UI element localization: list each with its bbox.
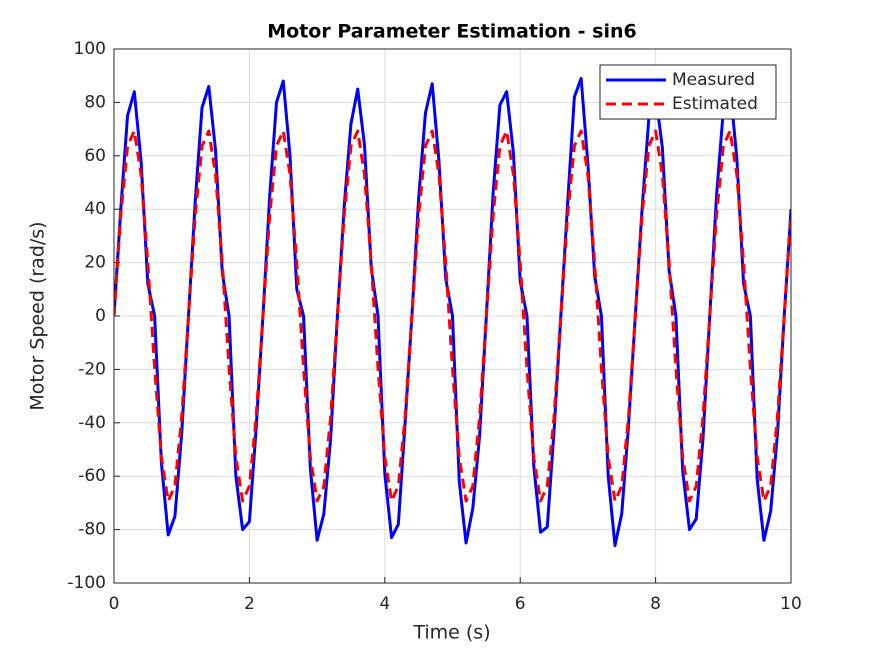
y-axis-label: Motor Speed (rad/s) bbox=[27, 221, 49, 410]
y-tick-label: 0 bbox=[95, 306, 106, 326]
legend-label: Measured bbox=[672, 70, 755, 90]
x-tick-label: 8 bbox=[650, 594, 661, 614]
y-tick-label: -60 bbox=[78, 466, 106, 486]
x-tick-label: 10 bbox=[780, 594, 802, 614]
y-tick-label: 40 bbox=[84, 199, 106, 219]
chart-title: Motor Parameter Estimation - sin6 bbox=[267, 21, 637, 43]
y-tick-label: -80 bbox=[78, 520, 106, 540]
x-axis-label: Time (s) bbox=[412, 622, 490, 644]
legend-box bbox=[599, 64, 777, 120]
y-tick-label: -40 bbox=[78, 413, 106, 433]
legend-label: Estimated bbox=[672, 94, 758, 114]
y-tick-label: -20 bbox=[78, 359, 106, 379]
y-tick-label: 20 bbox=[84, 253, 106, 273]
y-tick-label: 80 bbox=[84, 92, 106, 112]
data-line bbox=[114, 76, 791, 548]
x-tick-label: 2 bbox=[244, 594, 255, 614]
y-tick-label: 100 bbox=[74, 39, 106, 59]
data-line bbox=[114, 129, 791, 503]
axes-box bbox=[113, 48, 792, 584]
y-tick-label: 60 bbox=[84, 146, 106, 166]
x-tick-label: 6 bbox=[515, 594, 526, 614]
x-tick-label: 4 bbox=[379, 594, 390, 614]
y-tick-label: -100 bbox=[67, 573, 106, 593]
x-tick-label: 0 bbox=[109, 594, 120, 614]
